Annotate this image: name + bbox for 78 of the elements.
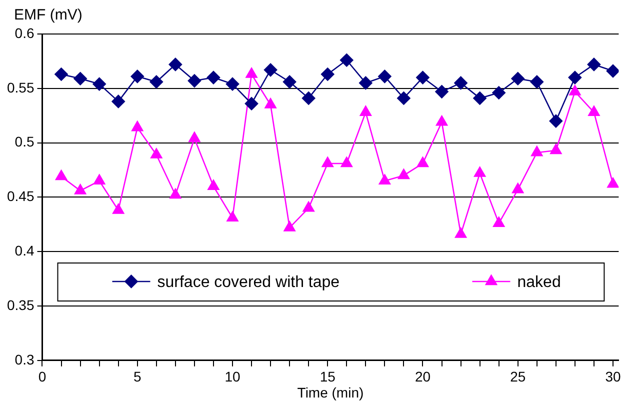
point (492, 86, 506, 100)
point (454, 76, 468, 90)
x-tick-label: 20 (414, 368, 431, 385)
point (588, 106, 600, 116)
point (340, 53, 354, 67)
point (606, 64, 619, 78)
point (360, 106, 372, 116)
point (493, 216, 505, 227)
point (320, 68, 334, 81)
point (531, 146, 543, 156)
point (397, 92, 410, 105)
point (378, 174, 391, 185)
point (168, 58, 182, 72)
point (130, 70, 144, 84)
point (550, 144, 562, 154)
point (302, 92, 316, 105)
x-tick-label: 15 (320, 368, 336, 385)
x-tick-label: 25 (510, 368, 526, 385)
point (150, 75, 164, 89)
legend-label: surface covered with tape (157, 274, 340, 291)
y-tick-label: 0.5 (14, 134, 34, 150)
point (607, 177, 619, 188)
point (416, 156, 429, 168)
y-tick-label: 0.35 (7, 296, 34, 313)
point (302, 201, 314, 212)
point (150, 148, 162, 158)
point (55, 170, 68, 180)
legend-label: naked (517, 274, 561, 291)
point (512, 182, 524, 194)
y-tick-label: 0.6 (14, 24, 34, 41)
point (226, 77, 240, 91)
point (188, 132, 200, 142)
x-axis-title: Time (min) (297, 384, 364, 400)
point (112, 94, 125, 108)
y-axis-title: EMF (mV) (14, 6, 82, 24)
point (246, 68, 258, 78)
point (569, 85, 581, 96)
point (378, 70, 392, 84)
point (340, 156, 352, 168)
point (282, 75, 296, 89)
point (112, 204, 124, 214)
point (132, 120, 144, 132)
point (322, 156, 334, 168)
point (170, 188, 182, 199)
point (54, 68, 68, 81)
point (244, 96, 258, 110)
point (188, 74, 202, 88)
point (92, 77, 106, 91)
point (398, 168, 410, 180)
point (359, 76, 372, 90)
point (74, 184, 86, 194)
point (208, 180, 220, 190)
y-tick-label: 0.4 (14, 242, 34, 258)
point (264, 98, 276, 108)
point (587, 58, 601, 72)
point (74, 72, 87, 86)
point (226, 211, 238, 222)
point (93, 174, 106, 185)
point (473, 92, 486, 105)
x-tick-label: 10 (224, 368, 240, 385)
x-tick-label: 0 (38, 368, 46, 385)
point (264, 63, 278, 77)
point (549, 114, 563, 128)
point (206, 70, 220, 84)
point (454, 228, 467, 238)
x-tick-label: 5 (133, 368, 142, 385)
x-tick-label: 30 (605, 368, 621, 385)
point (568, 70, 582, 84)
point (436, 115, 448, 126)
point (511, 72, 525, 86)
y-tick-label: 0.3 (14, 351, 34, 368)
point (474, 166, 486, 177)
point (284, 221, 296, 232)
point (435, 85, 448, 98)
point (530, 75, 544, 89)
y-tick-label: 0.45 (7, 188, 34, 204)
point (416, 70, 430, 84)
y-tick-label: 0.55 (7, 79, 34, 96)
